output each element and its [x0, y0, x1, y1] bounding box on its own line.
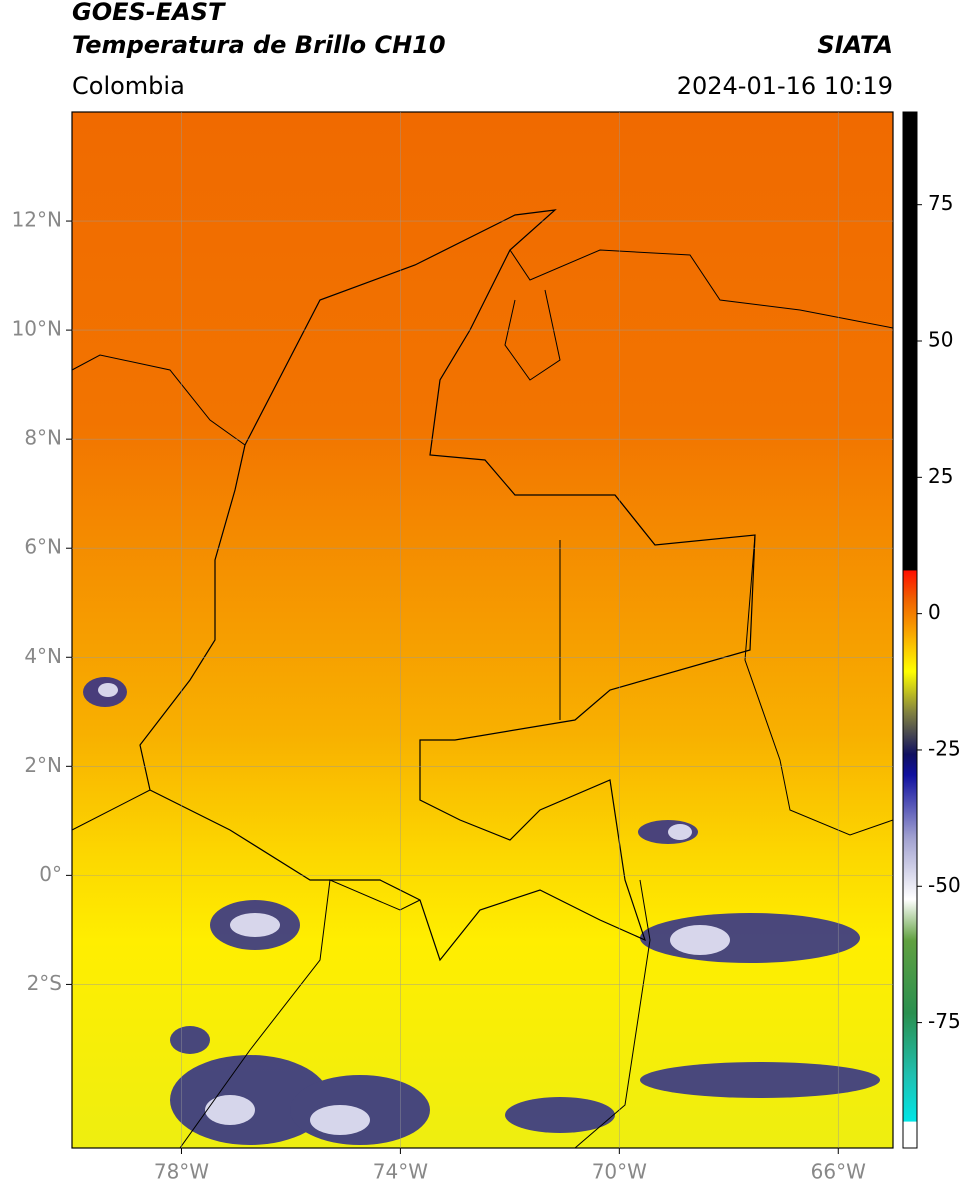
y-tick-label: 8°N: [24, 426, 62, 450]
datetime-label: 2024-01-16 10:19: [677, 72, 893, 100]
x-tick-label: 78°W: [154, 1160, 209, 1184]
map-frame: [71, 111, 894, 1149]
colorbar-tick-label: 25: [928, 464, 953, 488]
region-label: Colombia: [72, 72, 185, 100]
satellite-title: GOES-EAST: [72, 0, 226, 26]
colorbar-tick-label: -25: [928, 736, 961, 760]
y-tick-label: 6°N: [24, 535, 62, 559]
y-tick-label: 10°N: [12, 317, 62, 341]
colorbar-tick-label: -50: [928, 873, 961, 897]
y-tick-label: 2°N: [24, 753, 62, 777]
product-title: Temperatura de Brillo CH10: [72, 31, 446, 59]
x-tick-label: 74°W: [373, 1160, 428, 1184]
satellite-image: [71, 112, 894, 1149]
colorbar: [902, 111, 918, 1149]
colorbar-tick-label: -75: [928, 1009, 961, 1033]
colorbar-tick-label: 75: [928, 191, 953, 215]
y-tick-label: 4°N: [24, 644, 62, 668]
colorbar-tick-label: 50: [928, 328, 953, 352]
x-tick-label: 66°W: [811, 1160, 866, 1184]
x-tick-label: 70°W: [592, 1160, 647, 1184]
y-tick-label: 2°S: [27, 971, 62, 995]
colorbar-tick-label: 0: [928, 600, 941, 624]
source-label: SIATA: [817, 31, 893, 59]
y-tick-label: 12°N: [12, 208, 62, 232]
y-tick-label: 0°: [39, 862, 62, 886]
